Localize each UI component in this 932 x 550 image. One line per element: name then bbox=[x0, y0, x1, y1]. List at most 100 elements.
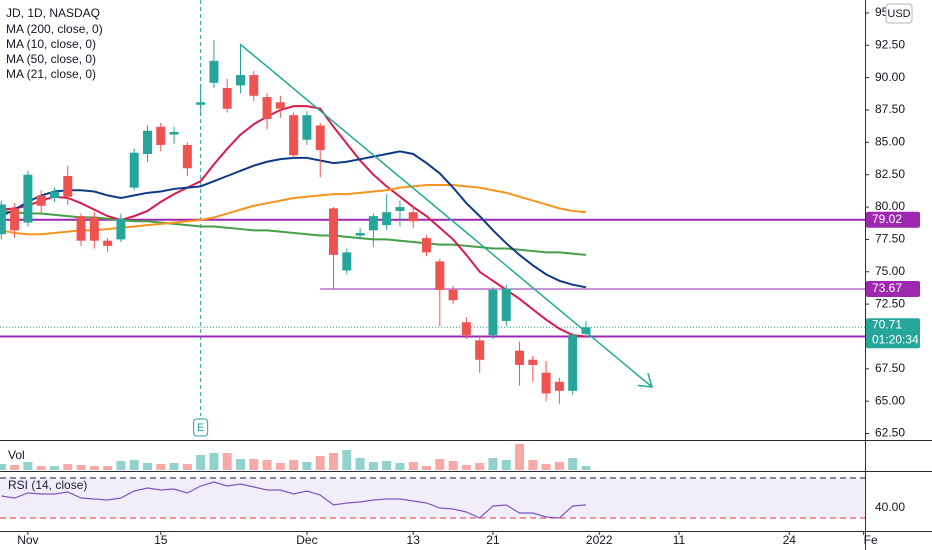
volume-bar bbox=[129, 460, 139, 470]
y-tick-label: 65.00 bbox=[875, 393, 905, 407]
countdown-label: 01:20:34 bbox=[872, 332, 919, 346]
candle-body bbox=[329, 208, 339, 255]
volume-label: Vol bbox=[8, 448, 25, 462]
y-tick-label: 82.50 bbox=[875, 167, 905, 181]
candle-body bbox=[342, 252, 352, 271]
candle-body bbox=[235, 75, 245, 86]
candle-body bbox=[568, 335, 578, 391]
volume-bar bbox=[222, 453, 232, 470]
candle-body bbox=[475, 340, 485, 360]
candle-body bbox=[262, 97, 272, 120]
candle-body bbox=[515, 350, 525, 365]
candle-body bbox=[129, 152, 139, 188]
volume-bar bbox=[581, 466, 591, 470]
price-axis: 62.5065.0067.5070.0072.5075.0077.5080.00… bbox=[865, 5, 920, 440]
volume-bar bbox=[63, 464, 73, 470]
volume-bar bbox=[156, 464, 166, 470]
volume-bar bbox=[36, 466, 46, 470]
volume-bar bbox=[196, 455, 206, 470]
ma-line bbox=[1, 105, 587, 338]
y-tick-label: 75.00 bbox=[875, 264, 905, 278]
volume-bar bbox=[329, 453, 339, 470]
volume-bar bbox=[488, 458, 498, 470]
candle-body bbox=[382, 212, 392, 226]
y-tick-label: 80.00 bbox=[875, 199, 905, 213]
level-label: 73.67 bbox=[872, 281, 902, 295]
trend-arrow bbox=[637, 372, 654, 388]
level-label-badge bbox=[866, 280, 920, 297]
volume-bar bbox=[528, 460, 538, 470]
volume-bar bbox=[116, 461, 126, 470]
candle-body bbox=[422, 238, 432, 253]
candle-body bbox=[541, 372, 551, 394]
volume-bar bbox=[289, 460, 299, 470]
volume-bar bbox=[275, 463, 285, 470]
candle-body bbox=[89, 217, 99, 241]
indicator-label: MA (200, close, 0) bbox=[6, 22, 103, 36]
y-tick-label: 72.50 bbox=[875, 296, 905, 310]
plot-area: E bbox=[0, 0, 865, 437]
volume-bar bbox=[541, 464, 551, 470]
volume-bar bbox=[182, 464, 192, 470]
candle-body bbox=[275, 102, 285, 109]
candle-body bbox=[36, 195, 46, 206]
trend-line bbox=[239, 43, 653, 388]
volume-bar bbox=[355, 458, 365, 470]
volume-bar bbox=[315, 456, 325, 470]
rsi-band bbox=[0, 478, 865, 518]
candle-body bbox=[182, 144, 192, 169]
volume-bar bbox=[382, 461, 392, 470]
candle-body bbox=[0, 204, 6, 235]
volume-bar bbox=[142, 463, 152, 470]
volume-bar bbox=[408, 462, 418, 470]
candle-body bbox=[302, 115, 312, 140]
indicator-label: MA (10, close, 0) bbox=[6, 37, 96, 51]
volume-bar bbox=[49, 466, 59, 470]
volume-bar bbox=[448, 461, 458, 470]
volume-bar bbox=[89, 466, 99, 470]
volume-bar bbox=[209, 453, 219, 470]
candle-body bbox=[408, 212, 418, 222]
y-tick-label: 87.50 bbox=[875, 102, 905, 116]
candle-body bbox=[169, 132, 179, 135]
candle-body bbox=[196, 102, 206, 105]
candle-body bbox=[435, 261, 445, 290]
rsi-tick-label: 40.00 bbox=[875, 500, 905, 514]
last-price-label: 70.71 bbox=[872, 317, 902, 331]
volume-bar bbox=[422, 466, 432, 470]
volume-bar bbox=[368, 462, 378, 470]
candle-body bbox=[49, 191, 59, 198]
candle-body bbox=[222, 88, 232, 109]
candle-body bbox=[156, 126, 166, 145]
volume-bar bbox=[461, 465, 471, 470]
candle-body bbox=[488, 289, 498, 336]
volume-bar bbox=[395, 463, 405, 470]
candle-body bbox=[63, 176, 73, 197]
candle-body bbox=[554, 381, 564, 391]
candle-body bbox=[289, 115, 299, 156]
volume-bar bbox=[501, 460, 511, 470]
x-tick-label: Fe bbox=[864, 533, 878, 547]
volume-bar bbox=[76, 465, 86, 470]
candle-body bbox=[355, 232, 365, 236]
y-tick-label: 85.00 bbox=[875, 135, 905, 149]
x-tick-label: 24 bbox=[783, 533, 797, 547]
level-label-badge bbox=[866, 211, 920, 228]
candle-body bbox=[116, 218, 126, 240]
x-tick-label: 11 bbox=[673, 533, 686, 547]
volume-bar bbox=[554, 462, 564, 470]
indicator-label: MA (21, close, 0) bbox=[6, 67, 96, 81]
y-tick-label: 62.50 bbox=[875, 426, 905, 440]
event-label: E bbox=[197, 422, 204, 434]
candle-body bbox=[23, 174, 33, 223]
currency-button[interactable] bbox=[885, 3, 913, 24]
candle-body bbox=[368, 216, 378, 231]
chart-title: JD, 1D, NASDAQ bbox=[6, 6, 100, 20]
rsi-label: RSI (14, close) bbox=[8, 478, 87, 492]
x-tick-label: 15 bbox=[154, 533, 168, 547]
volume-bar bbox=[568, 458, 578, 470]
candle-body bbox=[528, 359, 538, 365]
volume-bar bbox=[10, 465, 20, 470]
y-tick-label: 95 bbox=[875, 5, 889, 19]
currency-label: USD bbox=[887, 8, 910, 20]
